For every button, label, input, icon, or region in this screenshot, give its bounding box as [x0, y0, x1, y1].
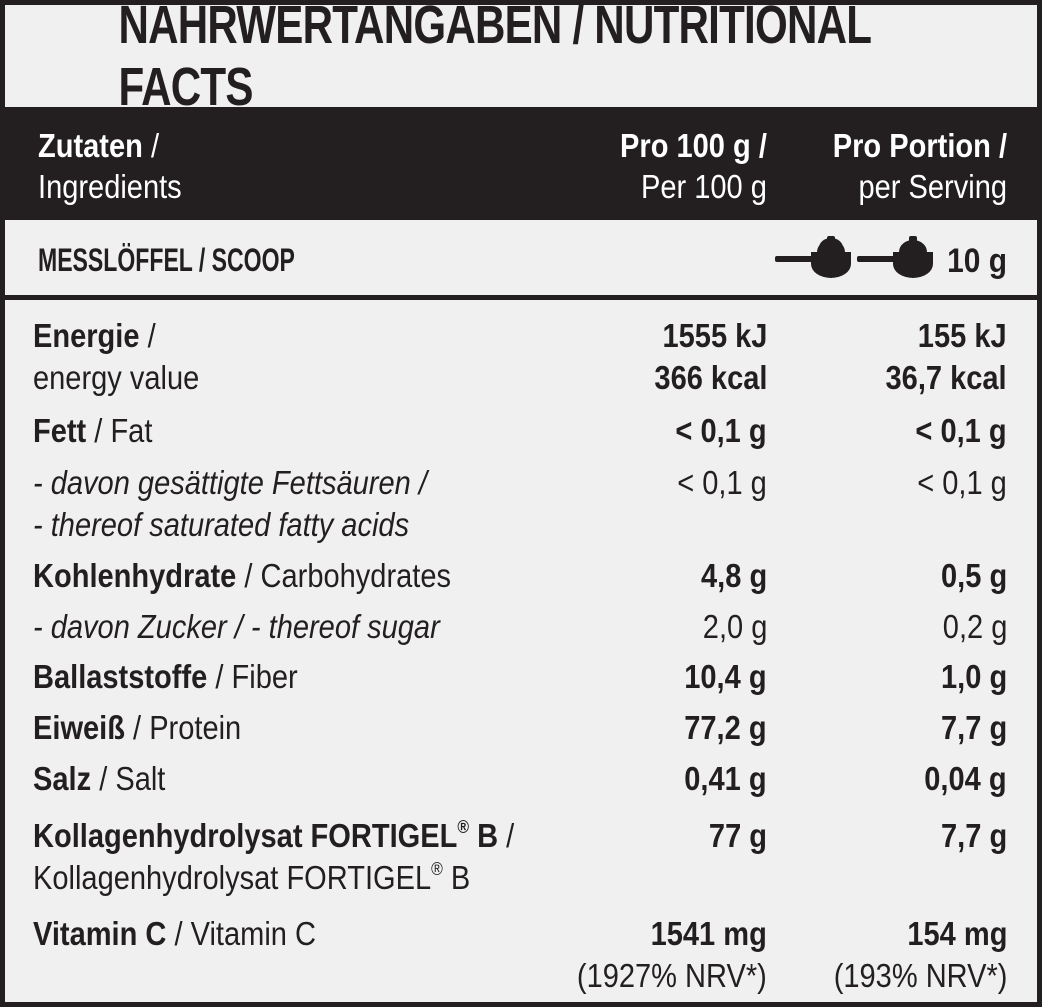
- name-separator: /: [498, 817, 515, 854]
- value-per-serving: < 0,1 g: [917, 464, 1007, 501]
- row-name: Fett / Fat: [33, 410, 152, 452]
- row-name: Ballaststoffe / Fiber: [33, 656, 298, 698]
- scoop-row: MESSLÖFFEL / SCOOP 10 g: [5, 220, 1037, 300]
- name-de: - davon gesättigte Fettsäuren /: [33, 464, 427, 501]
- name-en: / Salt: [91, 760, 166, 797]
- header-separator: /: [142, 127, 160, 164]
- name-en: / Protein: [124, 709, 242, 746]
- value-per-100g: 1555 kJ 366 kcal: [654, 315, 767, 399]
- name-en: / Vitamin C: [166, 915, 316, 952]
- value-per-100g: 4,8 g: [700, 557, 767, 594]
- value-per-100g: 10,4 g: [684, 658, 767, 695]
- name-de: Energie: [33, 317, 140, 354]
- value-per-serving: 7,7 g: [940, 817, 1007, 854]
- value-mg: 154 mg: [906, 915, 1007, 952]
- name-en: / Carbohydrates: [236, 557, 452, 594]
- row-name: Vitamin C / Vitamin C: [33, 913, 316, 955]
- table-header: Zutaten / Ingredients Pro 100 g / Per 10…: [5, 107, 1037, 220]
- value-kcal: 36,7 kcal: [885, 359, 1007, 396]
- header-ingredients-de: Zutaten: [38, 127, 143, 164]
- name-de: Salz: [33, 760, 92, 797]
- value-per-100g: 1541 mg (1927% NRV*): [577, 913, 767, 997]
- value-per-100g: 77 g: [708, 817, 767, 854]
- name-separator: /: [139, 317, 156, 354]
- name-en-tail: B: [442, 859, 471, 896]
- name-en: / Fiber: [207, 658, 298, 695]
- scoop-icon: [775, 236, 851, 278]
- row-name: Eiweiß / Protein: [33, 707, 241, 749]
- name-en: - thereof saturated fatty acids: [33, 506, 410, 543]
- header-per-serving-en: per Serving: [858, 168, 1007, 205]
- value-mg: 1541 mg: [650, 915, 767, 952]
- value-per-100g: 77,2 g: [684, 709, 767, 746]
- scoop-icons: [775, 236, 933, 278]
- value-per-serving: 0,2 g: [942, 608, 1007, 645]
- name-en: / Fat: [86, 412, 153, 449]
- row-name: Kollagenhydrolysat FORTIGEL® B / Kollage…: [33, 815, 514, 899]
- header-ingredients: Zutaten / Ingredients: [38, 125, 182, 207]
- name-de: Kohlenhydrate: [33, 557, 237, 594]
- scoop-weight: 10 g: [947, 242, 1007, 280]
- header-per-100g-en: Per 100 g: [641, 168, 767, 205]
- registered-mark: ®: [457, 817, 470, 837]
- value-per-serving: 0,04 g: [924, 760, 1007, 797]
- name-de-tail: B: [469, 817, 499, 854]
- header-ingredients-en: Ingredients: [38, 168, 182, 205]
- name-de: Eiweiß: [33, 709, 125, 746]
- page-title: NÄHRWERTANGABEN / NUTRITIONAL FACTS: [118, 0, 872, 117]
- registered-mark: ®: [431, 859, 443, 879]
- name-de: Fett: [33, 412, 87, 449]
- name-de: Kollagenhydrolysat FORTIGEL: [33, 817, 458, 854]
- header-per-serving: Pro Portion / per Serving: [833, 125, 1007, 207]
- row-name: - davon Zucker / - thereof sugar: [33, 608, 440, 645]
- value-kj: 1555 kJ: [662, 317, 767, 354]
- value-per-serving: 0,5 g: [940, 557, 1007, 594]
- row-name: - davon gesättigte Fettsäuren / - thereo…: [33, 462, 427, 546]
- value-per-100g: 0,41 g: [684, 760, 767, 797]
- header-separator: /: [990, 127, 1007, 164]
- header-per-100g: Pro 100 g / Per 100 g: [620, 125, 767, 207]
- value-kj: 155 kJ: [918, 317, 1007, 354]
- scoop-icon: [857, 236, 933, 278]
- name-en: energy value: [33, 359, 200, 396]
- name-en: Kollagenhydrolysat FORTIGEL: [33, 859, 432, 896]
- value-per-100g: < 0,1 g: [675, 412, 767, 449]
- name-de: Vitamin C: [33, 915, 167, 952]
- header-separator: /: [750, 127, 767, 164]
- value-kcal: 366 kcal: [653, 359, 767, 396]
- row-name: Energie / energy value: [33, 315, 199, 399]
- header-per-100g-de: Pro 100 g: [620, 127, 751, 164]
- name-de: Ballaststoffe: [33, 658, 208, 695]
- value-per-serving: 155 kJ 36,7 kcal: [886, 315, 1007, 399]
- value-nrv: (193% NRV*): [833, 957, 1007, 994]
- header-per-serving-de: Pro Portion: [832, 127, 991, 164]
- value-per-100g: < 0,1 g: [677, 464, 767, 501]
- value-per-serving: 1,0 g: [940, 658, 1007, 695]
- value-nrv: (1927% NRV*): [577, 957, 767, 994]
- value-per-serving: 7,7 g: [940, 709, 1007, 746]
- scoop-label: MESSLÖFFEL / SCOOP: [38, 242, 295, 278]
- value-per-serving: < 0,1 g: [915, 412, 1007, 449]
- value-per-serving: 154 mg (193% NRV*): [833, 913, 1007, 997]
- row-name: Kohlenhydrate / Carbohydrates: [33, 555, 451, 597]
- value-per-100g: 2,0 g: [702, 608, 767, 645]
- row-name: Salz / Salt: [33, 758, 165, 800]
